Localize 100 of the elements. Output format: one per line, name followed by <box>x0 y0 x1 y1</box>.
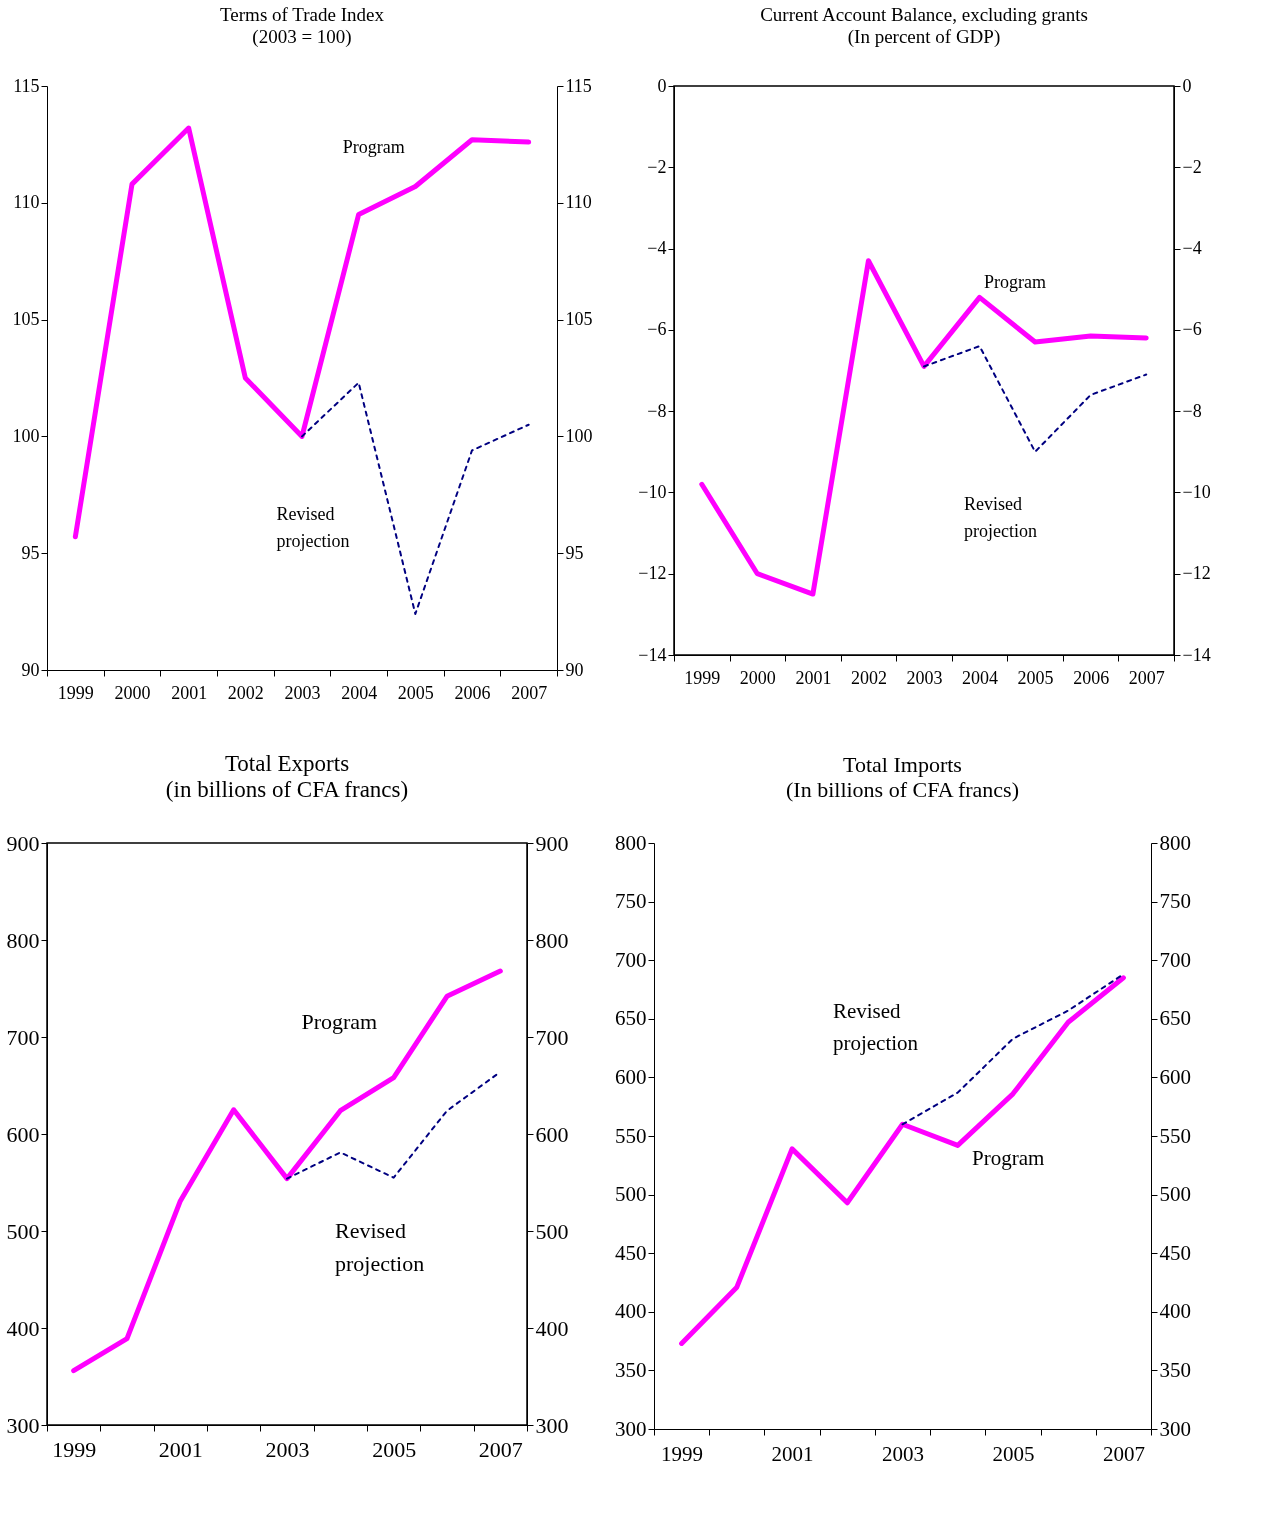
y2-tick-label: 600 <box>535 1121 569 1147</box>
x-tick-label: 1999 <box>661 1441 704 1466</box>
text: Revised projection <box>832 999 919 1055</box>
y-tick-label: 700 <box>615 947 647 972</box>
text: Revised projection <box>335 1218 425 1277</box>
x-tick-label: 1999 <box>684 667 721 688</box>
y2-tick-label: 500 <box>535 1218 569 1244</box>
y2-tick-label: −4 <box>1182 238 1202 259</box>
chart-title: Terms of Trade Index <box>220 4 385 25</box>
x-tick-label: 2005 <box>372 1436 417 1462</box>
y-tick-label: 300 <box>6 1412 40 1438</box>
y2-tick-label: −10 <box>1182 481 1211 502</box>
x-tick-label: 2000 <box>739 667 776 688</box>
x-tick-label: 2004 <box>962 667 999 688</box>
x-tick-label: 2004 <box>341 682 378 703</box>
y2-tick-label: −14 <box>1182 644 1211 665</box>
x-tick-label: 2000 <box>114 682 151 703</box>
y-tick-label: −12 <box>638 563 667 584</box>
y2-tick-label: 110 <box>565 192 592 213</box>
x-tick-label: 2003 <box>882 1441 924 1466</box>
x-tick-label: 2006 <box>454 682 491 703</box>
line-series <box>923 345 1148 453</box>
chart-title: Total Imports <box>843 752 962 777</box>
y-tick-label: −10 <box>638 481 667 502</box>
y-tick-label: 0 <box>657 75 667 96</box>
y-tick-label: 90 <box>21 659 40 680</box>
y-tick-label: 350 <box>615 1357 647 1382</box>
y-tick-label: 300 <box>615 1416 647 1441</box>
y2-tick-label: −2 <box>1182 156 1202 177</box>
y2-tick-label: 95 <box>565 542 584 563</box>
y2-tick-label: 500 <box>1159 1182 1191 1207</box>
x-tick-label: 2007 <box>511 682 548 703</box>
y-tick-label: 100 <box>12 425 40 446</box>
chart-subtitle: (2003 = 100) <box>252 26 352 48</box>
x-tick-label: 2003 <box>906 667 943 688</box>
x-tick-label: 2005 <box>992 1441 1035 1466</box>
y2-tick-label: 0 <box>1182 75 1192 96</box>
x-tick-label: 2001 <box>771 1441 814 1466</box>
y2-tick-label: 115 <box>565 75 592 96</box>
y2-tick-label: 450 <box>1159 1240 1191 1265</box>
y2-tick-label: 350 <box>1159 1357 1191 1382</box>
y-tick-label: 650 <box>615 1006 647 1031</box>
y-tick-label: 550 <box>615 1123 647 1148</box>
y-tick-label: 110 <box>13 192 40 213</box>
x-tick-label: 2007 <box>478 1436 523 1462</box>
series-label: Program <box>984 271 1046 292</box>
y-tick-label: 400 <box>6 1315 40 1341</box>
x-tick-label: 1999 <box>52 1436 97 1462</box>
y2-tick-label: 800 <box>535 927 569 953</box>
x-tick-label: 2005 <box>1017 667 1054 688</box>
y-tick-label: 750 <box>615 889 647 914</box>
x-tick-label: 2002 <box>227 682 264 703</box>
y2-tick-label: 900 <box>535 830 569 856</box>
y-tick-label: 900 <box>6 830 40 856</box>
y2-tick-label: 300 <box>1159 1416 1191 1441</box>
y2-tick-label: 750 <box>1159 889 1191 914</box>
y-tick-label: −2 <box>647 156 667 177</box>
x-tick-label: 2001 <box>158 1436 203 1462</box>
chart-subtitle: (In percent of GDP) <box>847 26 1001 48</box>
x-tick-label: 2005 <box>397 682 434 703</box>
y-tick-label: 105 <box>12 309 40 330</box>
y-tick-label: 500 <box>615 1182 647 1207</box>
y-tick-label: 450 <box>615 1240 647 1265</box>
text: Revised projection <box>964 493 1037 541</box>
y2-tick-label: 90 <box>565 659 584 680</box>
y-tick-label: 800 <box>615 830 647 855</box>
x-tick-label: 2002 <box>850 667 887 688</box>
y2-tick-label: 700 <box>1159 947 1191 972</box>
x-tick-label: 2001 <box>795 667 832 688</box>
y-tick-label: 115 <box>13 75 40 96</box>
y-tick-label: 95 <box>21 542 40 563</box>
y2-tick-label: 650 <box>1159 1006 1191 1031</box>
y-tick-label: 800 <box>6 927 40 953</box>
y2-tick-label: −12 <box>1182 563 1211 584</box>
y2-tick-label: −6 <box>1182 319 1202 340</box>
y-tick-label: −14 <box>638 644 667 665</box>
series-label: Program <box>342 136 405 157</box>
chart-subtitle: (In billions of CFA francs) <box>785 777 1020 802</box>
x-tick-label: 2007 <box>1102 1441 1145 1466</box>
y2-tick-label: 300 <box>535 1412 569 1438</box>
y2-tick-label: 400 <box>535 1315 569 1341</box>
y2-tick-label: 550 <box>1159 1123 1191 1148</box>
x-tick-label: 2001 <box>171 682 208 703</box>
y-tick-label: −8 <box>647 400 667 421</box>
y2-tick-label: 105 <box>565 309 593 330</box>
x-tick-label: 2003 <box>284 682 321 703</box>
x-tick-label: 2003 <box>265 1436 310 1462</box>
chart-title: Current Account Balance, excluding grants <box>760 4 1088 25</box>
x-tick-label: 2007 <box>1128 667 1165 688</box>
series-label: Program <box>972 1145 1045 1170</box>
y2-tick-label: −8 <box>1182 400 1202 421</box>
chart-title: Total Exports <box>224 751 350 776</box>
y-tick-label: 600 <box>615 1064 647 1089</box>
y-tick-label: 500 <box>6 1218 40 1244</box>
y-tick-label: −4 <box>647 238 667 259</box>
y-tick-label: 600 <box>6 1121 40 1147</box>
y-tick-label: 700 <box>6 1024 40 1050</box>
y-tick-label: 400 <box>615 1299 647 1324</box>
y-tick-label: −6 <box>647 319 667 340</box>
y2-tick-label: 400 <box>1159 1299 1191 1324</box>
